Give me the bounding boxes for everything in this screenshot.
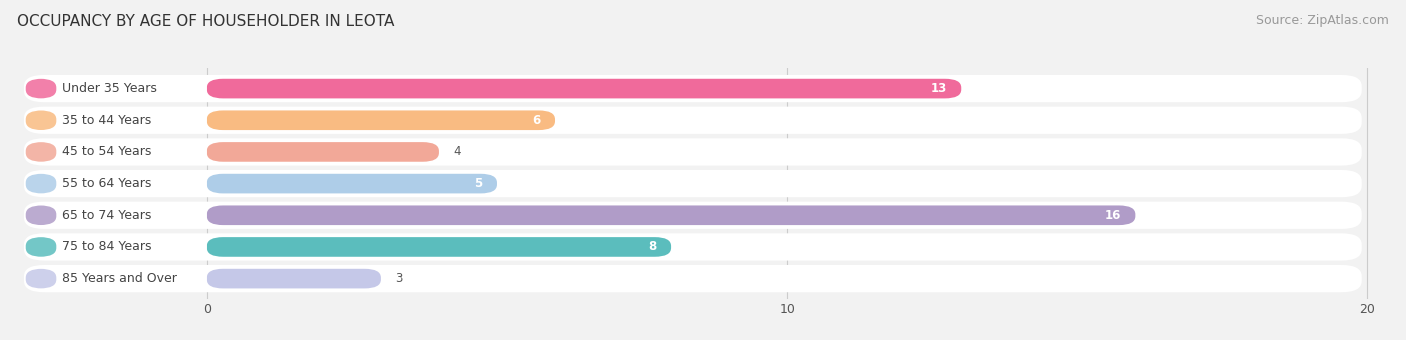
FancyBboxPatch shape	[207, 205, 1136, 225]
FancyBboxPatch shape	[25, 142, 207, 162]
Text: 5: 5	[474, 177, 482, 190]
FancyBboxPatch shape	[24, 107, 1361, 134]
Text: 6: 6	[533, 114, 540, 127]
Text: 16: 16	[1105, 209, 1121, 222]
FancyBboxPatch shape	[25, 269, 56, 288]
Text: 13: 13	[931, 82, 946, 95]
FancyBboxPatch shape	[24, 202, 1361, 229]
FancyBboxPatch shape	[25, 110, 207, 130]
FancyBboxPatch shape	[207, 79, 962, 98]
FancyBboxPatch shape	[25, 205, 207, 225]
FancyBboxPatch shape	[25, 110, 56, 130]
Text: Under 35 Years: Under 35 Years	[62, 82, 157, 95]
Text: 65 to 74 Years: 65 to 74 Years	[62, 209, 152, 222]
FancyBboxPatch shape	[25, 205, 56, 225]
FancyBboxPatch shape	[25, 174, 207, 193]
FancyBboxPatch shape	[207, 110, 555, 130]
FancyBboxPatch shape	[25, 174, 56, 193]
Text: 35 to 44 Years: 35 to 44 Years	[62, 114, 152, 127]
FancyBboxPatch shape	[24, 265, 1361, 292]
FancyBboxPatch shape	[25, 142, 56, 162]
FancyBboxPatch shape	[25, 79, 56, 98]
FancyBboxPatch shape	[25, 269, 207, 288]
FancyBboxPatch shape	[24, 138, 1361, 166]
Text: OCCUPANCY BY AGE OF HOUSEHOLDER IN LEOTA: OCCUPANCY BY AGE OF HOUSEHOLDER IN LEOTA	[17, 14, 394, 29]
FancyBboxPatch shape	[207, 142, 439, 162]
FancyBboxPatch shape	[207, 269, 381, 288]
Text: 85 Years and Over: 85 Years and Over	[62, 272, 177, 285]
Text: 4: 4	[454, 146, 461, 158]
Text: Source: ZipAtlas.com: Source: ZipAtlas.com	[1256, 14, 1389, 27]
Text: 8: 8	[648, 240, 657, 253]
FancyBboxPatch shape	[207, 174, 496, 193]
FancyBboxPatch shape	[25, 237, 207, 257]
FancyBboxPatch shape	[25, 79, 207, 98]
FancyBboxPatch shape	[25, 237, 56, 257]
Text: 75 to 84 Years: 75 to 84 Years	[62, 240, 152, 253]
FancyBboxPatch shape	[24, 233, 1361, 260]
Text: 45 to 54 Years: 45 to 54 Years	[62, 146, 152, 158]
FancyBboxPatch shape	[24, 170, 1361, 197]
FancyBboxPatch shape	[207, 237, 671, 257]
Text: 55 to 64 Years: 55 to 64 Years	[62, 177, 152, 190]
Text: 3: 3	[395, 272, 402, 285]
FancyBboxPatch shape	[24, 75, 1361, 102]
